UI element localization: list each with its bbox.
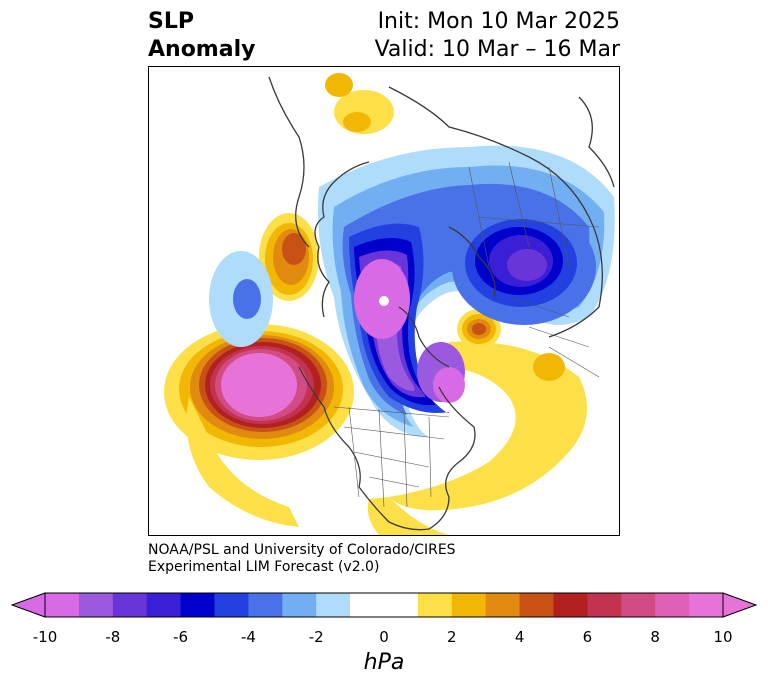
colorbar-cell: [655, 593, 690, 617]
slp-anomaly-map: [148, 66, 620, 536]
colorbar-cell: [621, 593, 656, 617]
colorbar-tick-label: -2: [308, 628, 324, 646]
bering-positive-anomaly: [259, 213, 319, 301]
colorbar-tick-label: 10: [713, 628, 733, 646]
colorbar-cell: [451, 593, 487, 617]
colorbar-cell: [553, 593, 588, 617]
political-borders: [333, 161, 600, 508]
colorbar-low-extend: [10, 592, 46, 618]
colorbar-cell: [485, 593, 521, 617]
pacific-high-anomaly: [164, 324, 354, 460]
credit-text: NOAA/PSL and University of Colorado/CIRE…: [148, 542, 456, 576]
colorbar-high-extend: [722, 592, 758, 618]
colorbar-tick-label: -8: [105, 628, 121, 646]
map-title: SLP Anomaly: [148, 8, 255, 64]
credit-line-1: NOAA/PSL and University of Colorado/CIRE…: [148, 542, 456, 558]
valid-range: Valid: 10 Mar – 16 Mar: [374, 37, 620, 62]
colorbar-cell: [689, 593, 724, 617]
title-line-2: Anomaly: [148, 37, 256, 62]
colorbar-cell: [350, 593, 385, 617]
init-date: Init: Mon 10 Mar 2025: [377, 9, 620, 34]
colorbar-tick-label: -4: [240, 628, 256, 646]
colorbar-cells: [45, 593, 724, 617]
colorbar-cell: [316, 593, 351, 617]
title-line-1: SLP: [148, 9, 194, 34]
colorbar-cell: [384, 593, 419, 617]
credit-line-2: Experimental LIM Forecast (v2.0): [148, 559, 380, 575]
mid-atlantic-positive-anomaly: [457, 309, 501, 349]
colorbar-tick-label: 2: [447, 628, 457, 646]
colorbar-cell: [146, 593, 182, 617]
colorbar-cell: [587, 593, 622, 617]
colorbar-cell: [45, 593, 80, 617]
colorbar-cell: [112, 593, 148, 617]
colorbar-tick-label: -10: [32, 628, 58, 646]
colorbar-tick-label: -6: [173, 628, 189, 646]
colorbar-cell: [214, 593, 249, 617]
colorbar: [10, 592, 758, 618]
colorbar-cell: [248, 593, 283, 617]
colorbar-cell: [282, 593, 317, 617]
map-svg: [164, 73, 615, 535]
colorbar-tick-label: 8: [650, 628, 660, 646]
colorbar-tick-label: 6: [582, 628, 593, 646]
top-positive-anomaly: [325, 73, 394, 134]
colorbar-cell: [78, 593, 114, 617]
colorbar-cell: [519, 593, 554, 617]
atlantic-positive-band: [186, 341, 587, 535]
colorbar-cell: [180, 593, 215, 617]
coastlines: [268, 76, 615, 531]
colorbar-outline: [44, 592, 724, 618]
colorbar-cell: [417, 593, 453, 617]
forecast-dates: Init: Mon 10 Mar 2025 Valid: 10 Mar – 16…: [375, 8, 620, 64]
pacific-negative-anomaly: [209, 251, 273, 347]
colorbar-tick-label: 0: [379, 628, 389, 646]
colorbar-tick-label: 4: [514, 628, 525, 646]
colorbar-unit: hPa: [363, 650, 405, 675]
